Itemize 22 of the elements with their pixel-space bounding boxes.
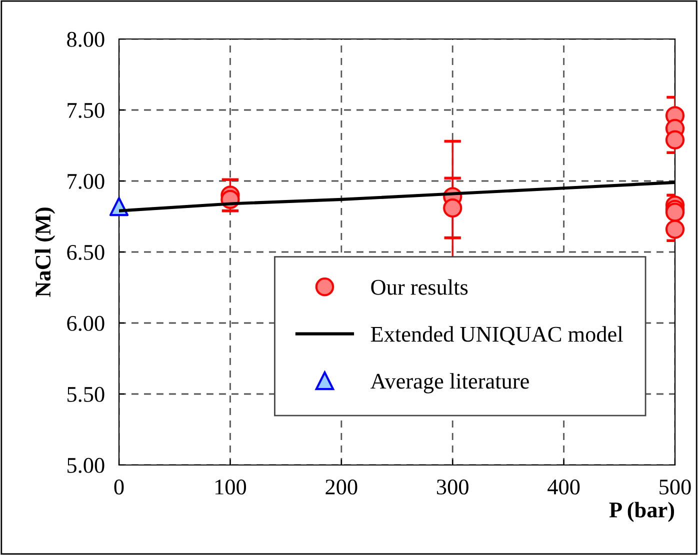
x-tick-label: 400 <box>548 480 580 495</box>
y-tick-label: 7.00 <box>68 174 104 190</box>
x-tick-label: 200 <box>326 480 358 495</box>
y-tick-label: 8.00 <box>67 32 104 48</box>
legend-label: Extended UNIQUAC model <box>370 326 623 346</box>
y-tick-label: 5.50 <box>68 386 104 402</box>
y-axis-title: NaCl (M) <box>34 208 56 297</box>
point <box>665 130 685 150</box>
x-axis-title: P (bar) <box>609 502 674 522</box>
y-tick-label: 6.00 <box>67 316 104 332</box>
y-tick-label: 7.50 <box>68 102 104 118</box>
x-tick-label: 300 <box>436 480 468 495</box>
y-tick-label: 6.50 <box>67 244 104 260</box>
point <box>665 202 685 222</box>
legend-label: Average literature <box>370 373 529 394</box>
x-tick-label: 500 <box>660 480 691 495</box>
point <box>443 198 462 218</box>
x-tick-label: 100 <box>215 480 246 495</box>
x-tick-label: 0 <box>114 480 124 495</box>
point <box>665 220 685 239</box>
y-tick-label: 5.00 <box>68 458 104 474</box>
legend-label: Our results <box>371 279 468 295</box>
